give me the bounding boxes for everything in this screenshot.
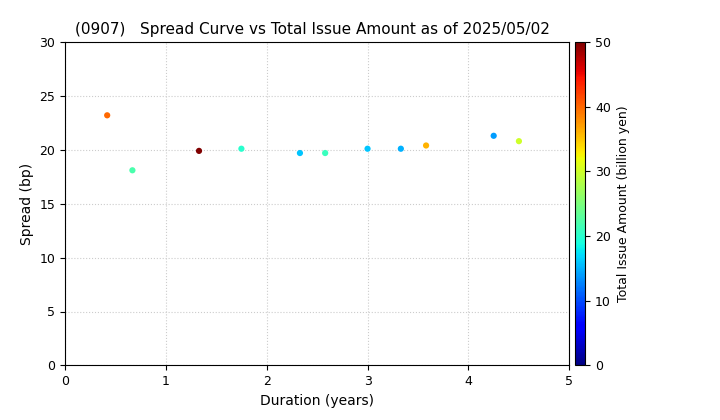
Point: [127, 167, 138, 173]
Point: [294, 150, 306, 156]
Point: [320, 150, 331, 156]
Text: (0907)   Spread Curve vs Total Issue Amount as of 2025/05/02: (0907) Spread Curve vs Total Issue Amoun…: [75, 22, 550, 37]
Point: [361, 145, 373, 152]
Point: [102, 112, 113, 119]
Point: [513, 138, 525, 144]
Point: [235, 145, 247, 152]
Y-axis label: Total Issue Amount (billion yen): Total Issue Amount (billion yen): [617, 105, 630, 302]
Y-axis label: Spread (bp): Spread (bp): [19, 163, 34, 245]
Point: [395, 145, 407, 152]
X-axis label: Duration (years): Duration (years): [260, 394, 374, 408]
Point: [488, 132, 500, 139]
Point: [193, 147, 204, 154]
Point: [420, 142, 432, 149]
